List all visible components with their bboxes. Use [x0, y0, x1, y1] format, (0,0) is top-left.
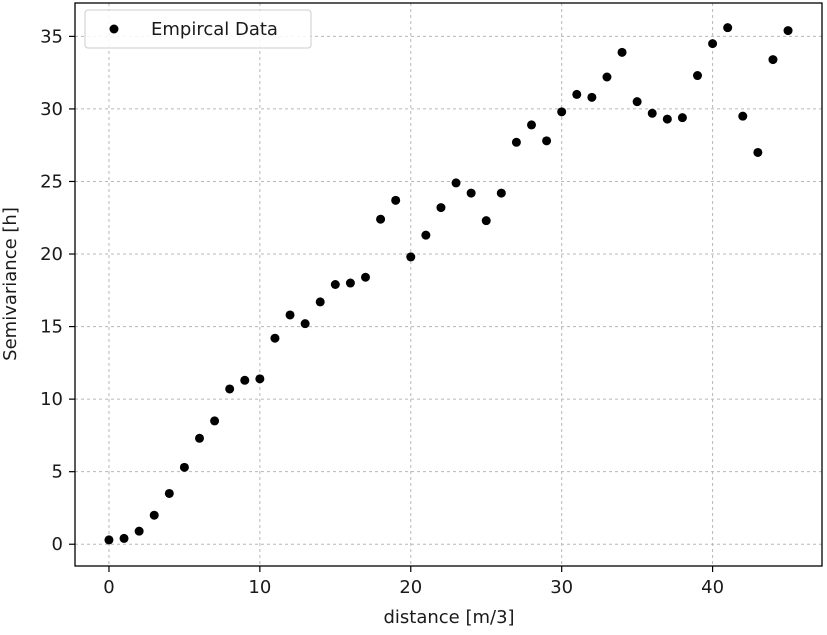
- x-tick-label: 40: [701, 577, 724, 598]
- data-point: [134, 526, 144, 536]
- data-point: [436, 203, 446, 213]
- legend-box: [84, 9, 312, 49]
- data-point: [572, 89, 582, 99]
- x-tick-label: 30: [550, 577, 573, 598]
- data-point: [602, 72, 612, 82]
- data-point: [738, 111, 748, 121]
- data-point: [647, 108, 657, 118]
- data-point: [361, 272, 370, 282]
- data-point: [527, 120, 536, 130]
- y-tick-label: 20: [40, 244, 63, 265]
- data-point: [587, 92, 597, 102]
- x-tick-label: 0: [103, 577, 114, 598]
- data-point: [285, 310, 295, 320]
- data-point: [723, 23, 733, 33]
- data-point: [708, 39, 718, 49]
- data-point: [270, 333, 280, 343]
- data-point: [466, 188, 476, 198]
- data-point: [632, 97, 642, 107]
- y-tick-label: 30: [40, 99, 63, 120]
- data-point: [557, 107, 567, 117]
- plot-frame: [74, 2, 823, 567]
- grid-layer: [75, 3, 822, 566]
- data-point: [330, 280, 340, 289]
- data-point: [693, 71, 702, 81]
- data-point: [421, 230, 431, 240]
- data-point: [210, 416, 220, 426]
- data-point: [315, 297, 325, 307]
- y-tick-label: 15: [40, 317, 63, 338]
- data-point: [345, 278, 355, 288]
- points-layer: [104, 23, 793, 545]
- ticks-layer: 0 10 20 30 40 0 5 10 15 20 25 30 35: [40, 26, 724, 598]
- data-point: [481, 216, 491, 226]
- data-point: [164, 488, 174, 498]
- data-point: [542, 136, 552, 146]
- data-point: [195, 433, 204, 443]
- data-point: [753, 147, 763, 157]
- data-point: [496, 188, 506, 198]
- legend-label: Empircal Data: [151, 19, 278, 40]
- x-tick-label: 20: [399, 577, 422, 598]
- data-point: [617, 47, 627, 57]
- data-point: [677, 113, 687, 123]
- data-point: [768, 55, 778, 65]
- data-point: [511, 137, 521, 147]
- y-tick-label: 0: [52, 534, 63, 555]
- data-point: [783, 26, 793, 36]
- data-point: [240, 375, 250, 385]
- data-point: [406, 252, 416, 262]
- data-point: [451, 178, 461, 188]
- data-point: [662, 114, 672, 124]
- data-point: [104, 535, 114, 545]
- data-point: [225, 384, 235, 394]
- data-point: [391, 195, 401, 205]
- data-point: [300, 319, 310, 329]
- data-point: [376, 214, 386, 224]
- x-axis-label: distance [m/3]: [383, 607, 514, 628]
- y-tick-label: 5: [52, 462, 63, 483]
- x-tick-label: 10: [248, 577, 271, 598]
- y-axis-label: Semivariance [h]: [0, 207, 21, 361]
- data-point: [179, 462, 189, 472]
- y-tick-label: 25: [40, 171, 63, 192]
- data-point: [149, 510, 159, 520]
- data-point: [255, 374, 265, 384]
- y-tick-label: 10: [40, 389, 63, 410]
- y-tick-label: 35: [40, 26, 63, 47]
- legend-marker: [109, 24, 119, 34]
- legend: Empircal Data: [84, 9, 312, 49]
- data-point: [119, 533, 129, 543]
